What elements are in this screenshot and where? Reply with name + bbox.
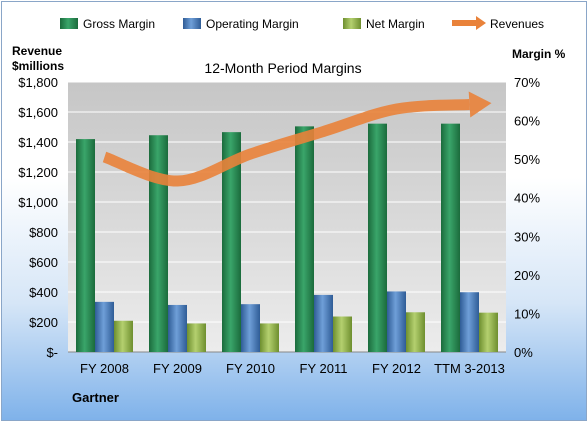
gross-margin-bar xyxy=(295,126,314,352)
net-margin-bar xyxy=(114,320,133,352)
legend-swatch-gross xyxy=(60,18,78,29)
source-label: Gartner xyxy=(72,390,119,405)
operating-margin-bar xyxy=(460,292,479,352)
gross-margin-bar xyxy=(441,123,460,353)
right-tick-label: 70% xyxy=(514,75,540,90)
right-tick-label: 10% xyxy=(514,306,540,321)
category-label: FY 2011 xyxy=(300,361,348,376)
right-tick-label: 50% xyxy=(514,152,540,167)
left-tick-label: $- xyxy=(46,345,58,360)
gross-margin-bar xyxy=(222,132,241,352)
legend-label-operating: Operating Margin xyxy=(206,17,299,31)
right-axis-label: Margin % xyxy=(512,47,566,61)
left-tick-label: $400 xyxy=(29,285,58,300)
left-tick-label: $1,200 xyxy=(18,165,58,180)
operating-margin-bar xyxy=(241,304,260,352)
category-label: FY 2009 xyxy=(153,361,202,376)
gross-margin-bar xyxy=(149,135,168,352)
tick-labels: $- $200 $400 $600 $800 $1,000 $1,200 $1,400 $1,6… xyxy=(18,75,540,376)
legend: Gross Margin Operating Margin Net Margin… xyxy=(60,16,544,31)
revenue-line xyxy=(102,91,492,187)
legend-arrowhead-revenues xyxy=(476,16,486,30)
right-tick-label: 0% xyxy=(514,345,533,360)
revenue-line-path xyxy=(102,99,470,187)
left-axis-label-line2: $millions xyxy=(12,59,64,73)
plot-area xyxy=(68,82,506,352)
operating-margin-bar xyxy=(387,291,406,352)
right-tick-label: 40% xyxy=(514,191,540,206)
operating-margin-bar xyxy=(168,304,187,352)
category-label: FY 2010 xyxy=(226,361,275,376)
gross-margin-bar xyxy=(76,139,95,352)
net-margin-bar xyxy=(333,316,352,352)
legend-label-net: Net Margin xyxy=(366,17,425,31)
category-label: FY 2012 xyxy=(372,361,421,376)
net-margin-bar xyxy=(260,323,279,352)
legend-swatch-net xyxy=(343,18,361,29)
chart-title: 12-Month Period Margins xyxy=(204,60,361,76)
bars xyxy=(76,123,498,353)
category-label: TTM 3-2013 xyxy=(434,361,505,376)
legend-label-gross: Gross Margin xyxy=(83,17,155,31)
legend-swatch-operating xyxy=(183,18,201,29)
left-tick-label: $600 xyxy=(29,255,58,270)
left-tick-label: $800 xyxy=(29,225,58,240)
gridlines xyxy=(68,81,506,353)
operating-margin-bar xyxy=(314,294,333,352)
left-tick-label: $1,400 xyxy=(18,135,58,150)
right-tick-label: 60% xyxy=(514,114,540,129)
operating-margin-bar xyxy=(95,301,114,352)
category-label: FY 2008 xyxy=(80,361,129,376)
left-tick-label: $1,000 xyxy=(18,195,58,210)
revenue-arrowhead xyxy=(468,91,492,118)
net-margin-bar xyxy=(187,323,206,352)
legend-label-revenues: Revenues xyxy=(490,17,544,31)
left-axis-label-line1: Revenue xyxy=(12,44,62,58)
left-tick-label: $1,800 xyxy=(18,75,58,90)
right-tick-label: 30% xyxy=(514,229,540,244)
left-tick-label: $200 xyxy=(29,315,58,330)
gross-margin-bar xyxy=(368,123,387,353)
right-tick-label: 20% xyxy=(514,268,540,283)
net-margin-bar xyxy=(406,312,425,352)
net-margin-bar xyxy=(479,312,498,352)
left-tick-label: $1,600 xyxy=(18,105,58,120)
